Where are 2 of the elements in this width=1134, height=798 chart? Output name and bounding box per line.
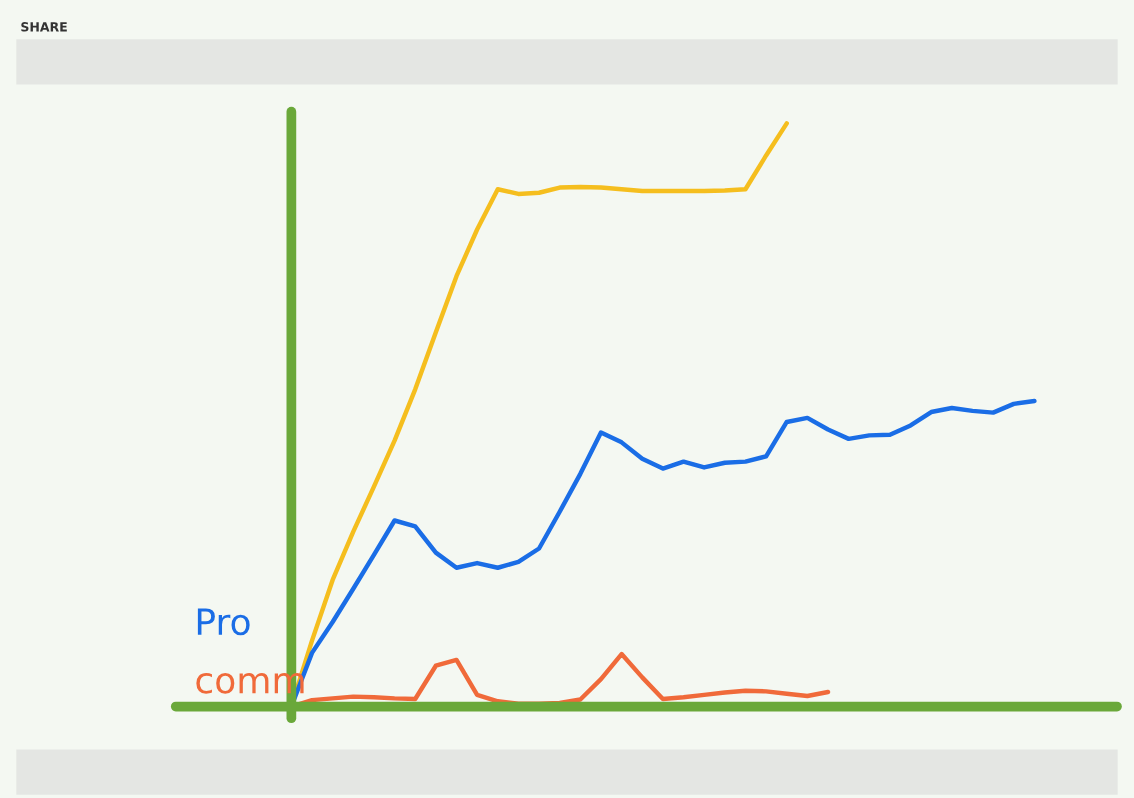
text: SHARE bbox=[21, 22, 67, 32]
series-label: Pro bbox=[197, 608, 250, 636]
